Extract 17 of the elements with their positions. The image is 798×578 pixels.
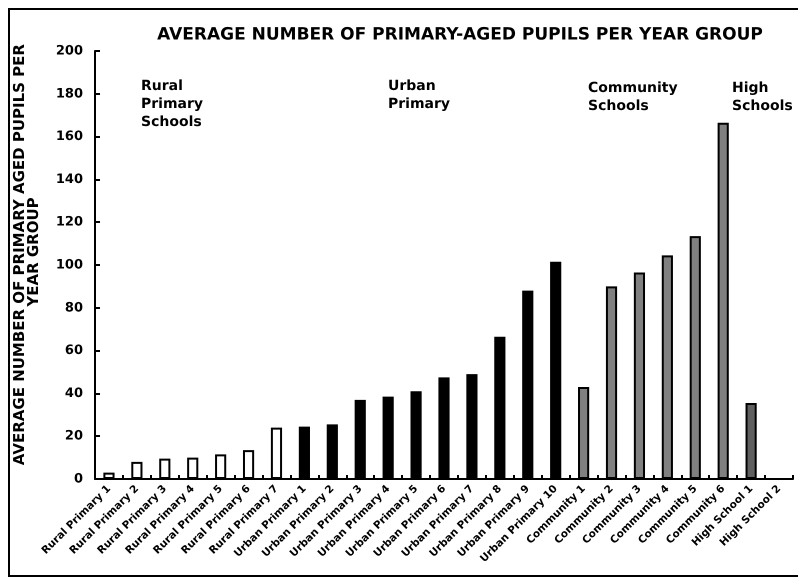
- y-tick-label: 180: [56, 86, 83, 102]
- annotation: Rural Primary Schools: [141, 78, 208, 130]
- y-tick-label: 0: [74, 472, 83, 486]
- y-tick-label: 200: [56, 44, 83, 58]
- y-tick-label: 160: [56, 129, 83, 144]
- annotation: Urban Primary: [388, 78, 450, 112]
- y-tick-label: 20: [64, 428, 83, 444]
- y-tick-label: 140: [56, 172, 83, 187]
- y-tick-label: 80: [64, 300, 83, 316]
- y-axis-title: AVERAGE NUMBER OF PRIMARY AGED PUPILS PER YEAR GROUP: [10, 38, 42, 466]
- annotation: Community Schools: [588, 80, 682, 114]
- y-tick-label: 120: [56, 214, 83, 230]
- annotation: High Schools: [732, 80, 793, 114]
- y-tick-label: 100: [56, 258, 83, 272]
- chart-title: AVERAGE NUMBER OF PRIMARY-AGED PUPILS PER YEAR GROUP: [157, 24, 763, 44]
- y-tick-label: 40: [64, 386, 83, 401]
- y-tick-label: 60: [64, 343, 83, 358]
